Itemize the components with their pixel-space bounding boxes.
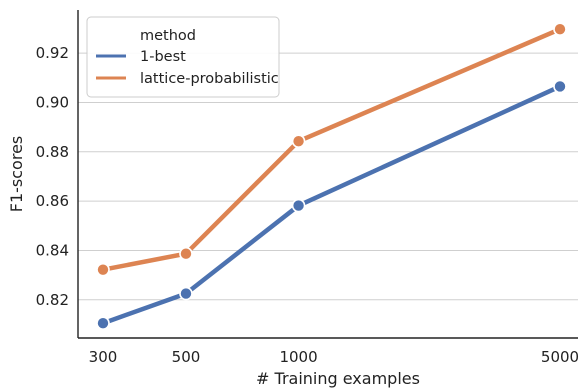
data-point: [96, 262, 110, 277]
tick-labels: 0.82 0.84 0.86 0.88 0.90 0.92 300 500 1000 5000: [36, 44, 580, 366]
legend-box: [86, 16, 280, 98]
axes: [77, 10, 578, 339]
y-tick-label: 0.82: [36, 291, 69, 309]
legend-label: lattice-probabilistic: [140, 71, 279, 87]
y-tick-label: 0.84: [36, 241, 69, 259]
y-axis-label: F1-scores: [7, 136, 26, 212]
legend-label: 1-best: [140, 49, 186, 65]
data-point: [179, 286, 193, 301]
series-line: [100, 84, 563, 326]
y-tick-label: 0.88: [36, 143, 69, 161]
data-point: [291, 134, 306, 148]
x-tick-label: 5000: [541, 348, 579, 366]
series-layer: [96, 22, 567, 331]
data-point: [291, 198, 306, 213]
x-tick-label: 300: [89, 348, 118, 366]
x-tick-label: 500: [172, 348, 201, 366]
y-tick-label: 0.86: [36, 192, 69, 210]
data-point: [553, 79, 567, 94]
x-tick-label: 1000: [279, 348, 317, 366]
data-point: [553, 22, 567, 37]
data-point: [179, 246, 193, 261]
y-tick-label: 0.90: [36, 93, 69, 111]
x-axis-label: # Training examples: [256, 369, 420, 388]
legend-title: method: [140, 28, 196, 44]
y-tick-label: 0.92: [36, 44, 69, 62]
series-line: [100, 26, 563, 272]
data-point: [96, 316, 110, 331]
legend: method 1-best lattice-probabilistic: [86, 16, 280, 98]
